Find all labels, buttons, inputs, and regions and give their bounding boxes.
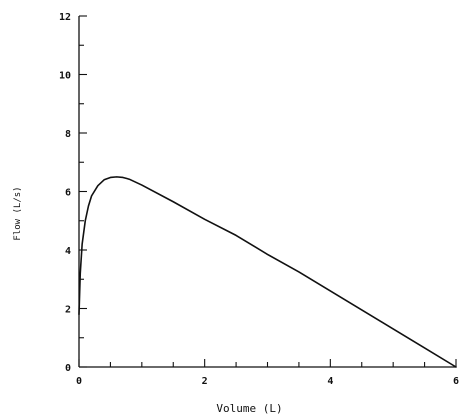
x-tick-label: 4	[327, 376, 333, 387]
x-tick-label: 6	[453, 376, 459, 387]
y-tick-label: 0	[65, 363, 71, 374]
y-tick-label: 2	[65, 305, 71, 316]
x-axis-title: Volume (L)	[216, 402, 282, 415]
flow-volume-curve	[78, 176, 457, 368]
y-tick-label: 4	[65, 246, 71, 257]
x-tick-label: 0	[76, 376, 82, 387]
x-axis: 0 2 4 6	[76, 359, 459, 387]
y-tick-label: 12	[59, 12, 71, 23]
y-tick-label: 10	[59, 71, 71, 82]
y-tick-label: 8	[65, 129, 71, 140]
y-axis-title: Flow (L/s)	[13, 186, 23, 240]
x-tick-label: 2	[202, 376, 208, 387]
series-group	[78, 176, 457, 368]
y-tick-label: 6	[65, 188, 71, 199]
y-axis: 0 2 4 6 8 10 12	[59, 12, 87, 374]
